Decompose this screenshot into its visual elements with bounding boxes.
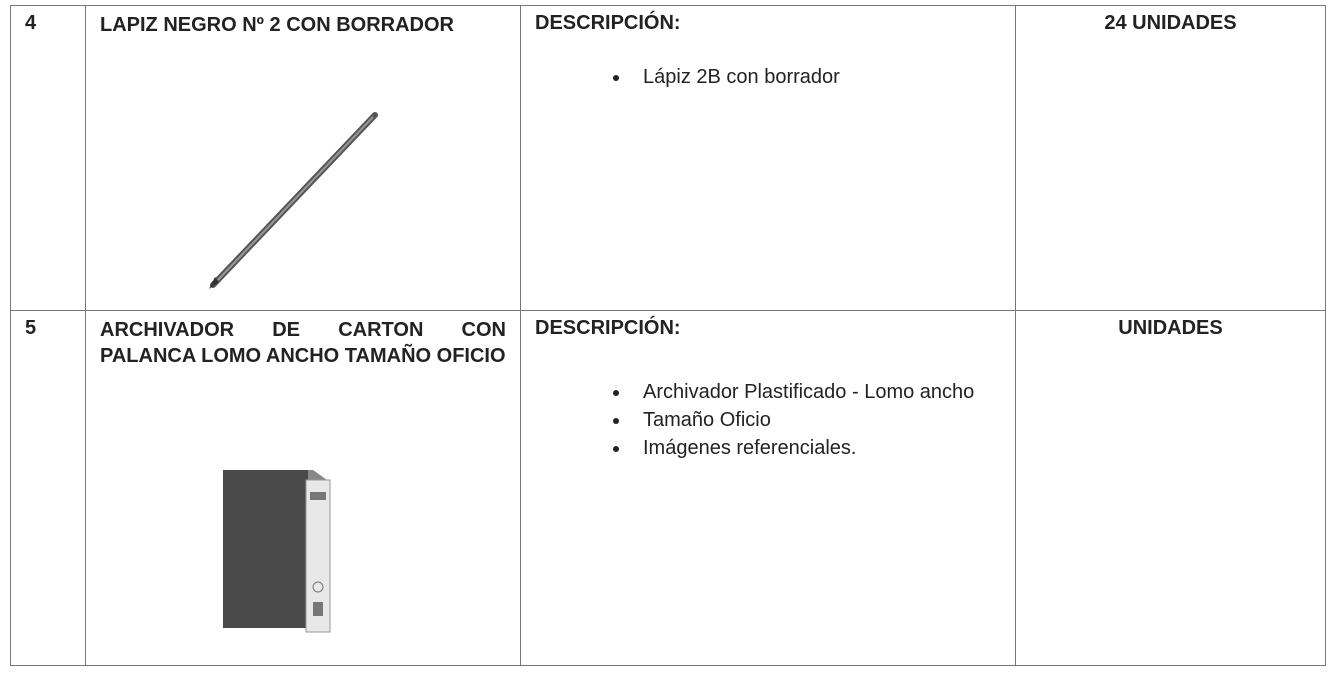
items-table: 4 LAPIZ NEGRO Nº 2 CON BORRADOR DESCRIPC… xyxy=(10,5,1326,666)
description-list: Lápiz 2B con borrador xyxy=(535,63,1001,91)
item-number: 5 xyxy=(10,310,86,666)
description-heading: DESCRIPCIÓN: xyxy=(535,12,681,34)
item-number: 4 xyxy=(10,5,86,311)
description-cell: DESCRIPCIÓN: Lápiz 2B con borrador xyxy=(520,5,1016,311)
description-heading: DESCRIPCIÓN: xyxy=(535,317,681,339)
row: 5 ARCHIVADOR DE CARTON CON PALANCA LOMO … xyxy=(10,310,1326,666)
binder-image xyxy=(223,470,331,633)
description-item: Tamaño Oficio xyxy=(631,406,1001,434)
quantity: 24 UNIDADES xyxy=(1015,5,1326,311)
quantity: UNIDADES xyxy=(1015,310,1326,666)
description-item: Lápiz 2B con borrador xyxy=(631,63,1001,91)
description-list: Archivador Plastificado - Lomo ancho Tam… xyxy=(535,378,1001,462)
description-item: Archivador Plastificado - Lomo ancho xyxy=(631,378,1001,406)
description-item: Imágenes referenciales. xyxy=(631,434,1001,462)
description-cell: DESCRIPCIÓN: Archivador Plastificado - L… xyxy=(520,310,1016,666)
pencil-image xyxy=(209,112,378,289)
row: 4 LAPIZ NEGRO Nº 2 CON BORRADOR DESCRIPC… xyxy=(10,5,1326,311)
